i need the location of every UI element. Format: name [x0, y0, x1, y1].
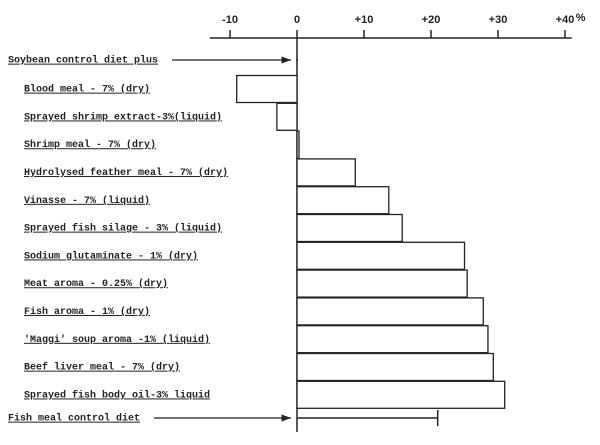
category-label: Beef liver meal - 7% (dry)	[24, 362, 180, 374]
bar	[296, 213, 403, 243]
x-tick-label: 0	[294, 14, 300, 26]
bar	[296, 241, 466, 270]
bar	[296, 325, 489, 354]
category-label: Meat aroma - 0.25% (dry)	[24, 278, 168, 290]
reference-point	[296, 59, 298, 61]
bar	[296, 186, 390, 215]
category-label: Fish aroma - 1% (dry)	[24, 306, 150, 318]
bar	[296, 269, 468, 298]
category-label: Hydrolysed feather meal - 7% (dry)	[24, 167, 228, 179]
category-label: Shrimp meal - 7% (dry)	[24, 139, 156, 151]
bar	[276, 102, 298, 131]
category-label: 'Maggi' soup aroma -1% (liquid)	[24, 334, 210, 346]
category-label: Blood meal - 7% (dry)	[24, 84, 150, 96]
x-unit: %	[576, 12, 586, 24]
bar	[296, 158, 356, 187]
bar	[296, 380, 506, 409]
x-tick-label: -10	[222, 14, 238, 26]
x-tick-label: +30	[489, 14, 508, 26]
category-label: Sprayed shrimp extract-3%(liquid)	[24, 111, 222, 123]
bar	[296, 352, 494, 382]
reference-label: Soybean control diet plus	[8, 55, 158, 67]
x-tick-label: +20	[422, 14, 441, 26]
bar	[236, 74, 298, 104]
category-label: Sodium glutaminate - 1% (dry)	[24, 250, 198, 262]
category-label: Vinasse - 7% (liquid)	[24, 195, 150, 207]
x-tick-label: +10	[355, 14, 374, 26]
x-tick-label: +40	[556, 14, 575, 26]
reference-label: Fish meal control diet	[8, 413, 140, 425]
bar	[296, 297, 484, 326]
bar	[296, 130, 300, 159]
category-label: Sprayed fish silage - 3% (liquid)	[24, 223, 222, 235]
category-label: Sprayed fish body oil-3% liquid	[24, 389, 210, 401]
